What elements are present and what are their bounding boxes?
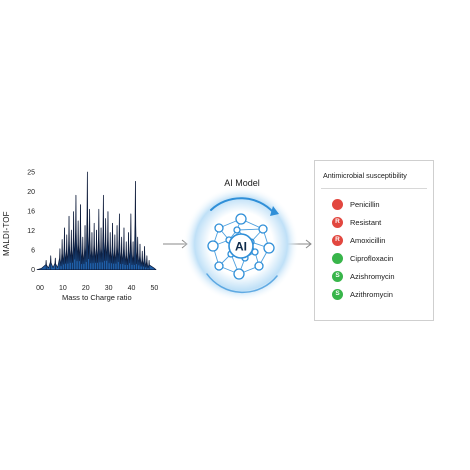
network-node: [254, 261, 264, 271]
y-tick-label: 6: [31, 248, 35, 255]
y-tick-label: 16: [27, 209, 35, 216]
network-node: [214, 223, 224, 233]
network-node: [207, 240, 219, 252]
network-node: [263, 242, 275, 254]
divider: [321, 188, 427, 189]
result-row: R Amoxicillin: [332, 234, 385, 246]
susceptibility-panel: Antimicrobial susceptibility Penicillin R…: [314, 160, 434, 321]
drug-label: Ciprofloxacin: [350, 253, 394, 263]
x-tick-label: 40: [128, 285, 136, 292]
ai-badge-label: AI: [235, 240, 247, 254]
drug-label: Azishromycin: [350, 271, 395, 281]
susceptible-status-icon: S: [332, 288, 343, 300]
ai-badge-ring: [228, 233, 254, 259]
ai-network-icon: AI: [183, 186, 299, 302]
ring-arc: [210, 197, 274, 213]
result-row: Ciprofloxacin: [332, 252, 393, 264]
ring-arrowhead: [270, 206, 279, 216]
network-node: [235, 213, 247, 225]
x-tick-label: 00: [36, 285, 44, 292]
resistant-status-icon: R: [332, 216, 343, 228]
y-tick-label: 12: [27, 228, 35, 235]
y-axis-title: MALDI-TOF: [2, 211, 11, 256]
result-row: S Azishromycin: [332, 270, 395, 282]
network-node: [258, 224, 268, 234]
y-tick-label: 20: [27, 189, 35, 196]
ring-arc: [206, 273, 278, 294]
x-tick-label: 50: [151, 285, 159, 292]
x-axis-title: Mass to Charge ratio: [62, 293, 132, 302]
x-tick-label: 20: [82, 285, 90, 292]
resistant-status-icon: [332, 198, 343, 210]
drug-label: Resistant: [350, 217, 382, 227]
network-node: [233, 226, 241, 234]
result-row: R Resistant: [332, 216, 381, 228]
drug-label: Amoxicillin: [350, 235, 386, 245]
result-row: S Azithromycin: [332, 288, 393, 300]
panel-title: Antimicrobial susceptibility: [323, 171, 407, 180]
drug-label: Azithromycin: [350, 289, 393, 299]
x-tick-label: 30: [105, 285, 113, 292]
susceptible-status-icon: [332, 252, 343, 264]
resistant-status-icon: R: [332, 234, 343, 246]
susceptible-status-icon: S: [332, 270, 343, 282]
network-node: [214, 261, 224, 271]
network-node: [233, 268, 245, 280]
y-tick-label: 0: [31, 267, 35, 274]
x-tick-label: 10: [59, 285, 67, 292]
y-tick-label: 25: [27, 170, 35, 177]
model-title: AI Model: [224, 178, 260, 188]
drug-label: Penicillin: [350, 199, 380, 209]
result-row: Penicillin: [332, 198, 380, 210]
